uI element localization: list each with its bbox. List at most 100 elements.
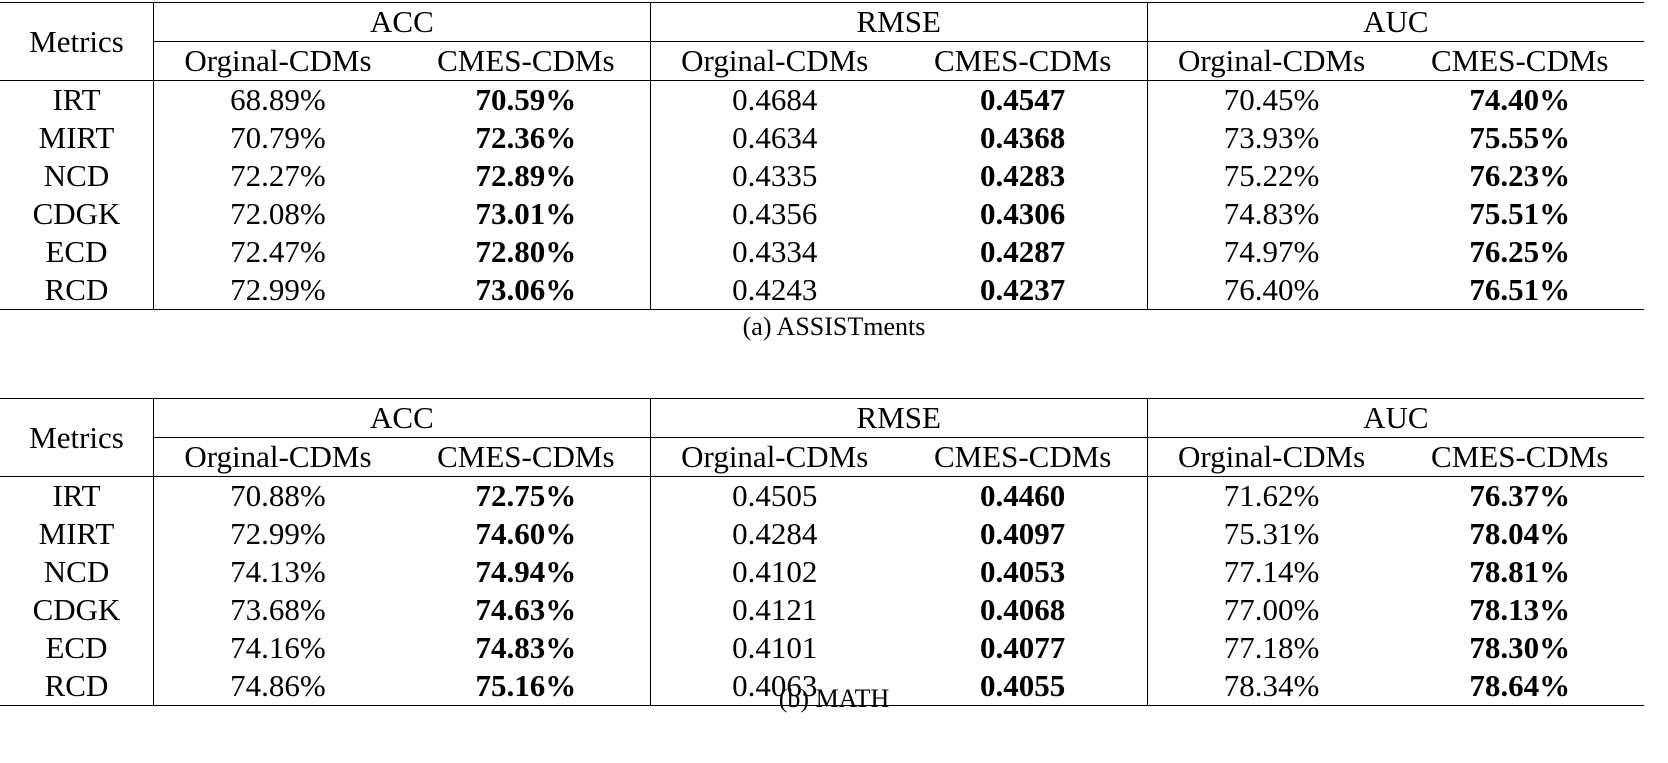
rmse-cmes-value: 0.4068	[980, 592, 1066, 627]
table-row: ECD 72.47% 72.80% 0.4334 0.4287 74.97% 7…	[0, 233, 1644, 271]
rmse-cmes-header: CMES-CDMs	[898, 41, 1148, 81]
model-name: NCD	[43, 158, 110, 193]
rmse-cmes-header: CMES-CDMs	[898, 437, 1148, 477]
acc-cmes-value: 75.16%	[401, 667, 651, 706]
acc-cmes-value: 72.89%	[475, 158, 577, 193]
acc-cmes-value: 72.80%	[475, 234, 577, 269]
table-row: CDGK 72.08% 73.01% 0.4356 0.4306 74.83% …	[0, 195, 1644, 233]
auc-cmes-value: 78.04%	[1469, 516, 1571, 551]
model-name: ECD	[45, 234, 108, 269]
auc-original-value: 70.45%	[1146, 80, 1396, 119]
acc-cmes-value: 74.83%	[475, 630, 577, 665]
auc-cmes-value: 75.51%	[1469, 196, 1571, 231]
acc-cmes-value: 74.63%	[475, 592, 577, 627]
rmse-original-value: 0.4284	[649, 515, 899, 553]
rmse-original-value: 0.4356	[649, 195, 899, 233]
table-a-body: IRT 68.89% 70.59% 0.4684 0.4547 70.45% 7…	[0, 80, 1644, 310]
acc-cmes-value: 73.01%	[475, 196, 577, 231]
acc-original-value: 68.89%	[152, 80, 402, 119]
model-name: MIRT	[38, 120, 115, 155]
acc-original-value: 74.86%	[152, 667, 402, 706]
acc-cmes-value: 72.75%	[475, 478, 577, 513]
rmse-cmes-value: 0.4077	[980, 630, 1066, 665]
rmse-original-value: 0.4335	[649, 157, 899, 195]
table-row: MIRT 70.79% 72.36% 0.4634 0.4368 73.93% …	[0, 119, 1644, 157]
table-row: IRT 68.89% 70.59% 0.4684 0.4547 70.45% 7…	[0, 80, 1644, 119]
auc-cmes-value: 74.40%	[1469, 82, 1571, 117]
table-row: NCD 72.27% 72.89% 0.4335 0.4283 75.22% 7…	[0, 157, 1644, 195]
acc-original-header: Orginal-CDMs	[152, 41, 402, 81]
table-b-container: Metrics ACC RMSE AUC Orginal-CDMs CMES-C…	[0, 398, 1668, 706]
rmse-cmes-value: 0.4547	[980, 82, 1066, 117]
rmse-cmes-value: 0.4055	[898, 667, 1148, 706]
model-name: CDGK	[32, 196, 121, 231]
metrics-header: Metrics	[0, 2, 154, 81]
auc-original-value: 74.83%	[1146, 195, 1396, 233]
rmse-group-header: RMSE	[649, 398, 1148, 438]
auc-cmes-header: CMES-CDMs	[1395, 437, 1644, 477]
rmse-original-value: 0.4505	[649, 476, 899, 515]
auc-group-header: AUC	[1146, 398, 1644, 438]
metrics-header: Metrics	[0, 398, 154, 477]
auc-cmes-value: 76.23%	[1469, 158, 1571, 193]
model-name: RCD	[0, 271, 154, 310]
table-row: ECD 74.16% 74.83% 0.4101 0.4077 77.18% 7…	[0, 629, 1644, 667]
acc-original-value: 72.99%	[152, 271, 402, 310]
auc-cmes-value: 78.81%	[1469, 554, 1571, 589]
model-name: ECD	[45, 630, 108, 665]
table-row: RCD 74.86% 75.16% 0.4063 0.4055 78.34% 7…	[0, 667, 1644, 706]
rmse-cmes-value: 0.4460	[980, 478, 1066, 513]
rmse-group-header: RMSE	[649, 2, 1148, 42]
rmse-cmes-value: 0.4283	[980, 158, 1066, 193]
auc-cmes-value: 76.25%	[1469, 234, 1571, 269]
acc-group-header: ACC	[152, 398, 651, 438]
auc-cmes-value: 75.55%	[1469, 120, 1571, 155]
results-table-assistments: Metrics ACC RMSE AUC Orginal-CDMs CMES-C…	[0, 2, 1644, 310]
table-a-container: Metrics ACC RMSE AUC Orginal-CDMs CMES-C…	[0, 2, 1668, 310]
model-name: RCD	[0, 667, 154, 706]
acc-cmes-header: CMES-CDMs	[401, 437, 651, 477]
acc-original-value: 72.47%	[152, 233, 402, 271]
table-row: RCD 72.99% 73.06% 0.4243 0.4237 76.40% 7…	[0, 271, 1644, 310]
rmse-original-value: 0.4243	[649, 271, 899, 310]
auc-original-value: 76.40%	[1146, 271, 1396, 310]
table-b-body: IRT 70.88% 72.75% 0.4505 0.4460 71.62% 7…	[0, 476, 1644, 706]
acc-original-value: 72.27%	[152, 157, 402, 195]
auc-cmes-value: 76.51%	[1395, 271, 1644, 310]
acc-original-header: Orginal-CDMs	[152, 437, 402, 477]
rmse-cmes-value: 0.4368	[980, 120, 1066, 155]
auc-group-header: AUC	[1146, 2, 1644, 42]
rmse-cmes-value: 0.4287	[980, 234, 1066, 269]
acc-cmes-header: CMES-CDMs	[401, 41, 651, 81]
acc-group-header: ACC	[152, 2, 651, 42]
auc-cmes-value: 78.13%	[1469, 592, 1571, 627]
table-row: NCD 74.13% 74.94% 0.4102 0.4053 77.14% 7…	[0, 553, 1644, 591]
auc-original-value: 77.14%	[1146, 553, 1396, 591]
table-caption-b: (b) MATH	[778, 684, 890, 713]
model-name: CDGK	[32, 592, 121, 627]
rmse-original-value: 0.4684	[649, 80, 899, 119]
auc-original-value: 75.22%	[1146, 157, 1396, 195]
rmse-original-value: 0.4102	[649, 553, 899, 591]
table-row: CDGK 73.68% 74.63% 0.4121 0.4068 77.00% …	[0, 591, 1644, 629]
auc-original-value: 71.62%	[1146, 476, 1396, 515]
auc-original-value: 77.00%	[1146, 591, 1396, 629]
auc-original-value: 74.97%	[1146, 233, 1396, 271]
auc-cmes-value: 76.37%	[1469, 478, 1571, 513]
auc-cmes-value: 78.64%	[1395, 667, 1644, 706]
acc-cmes-value: 73.06%	[401, 271, 651, 310]
rmse-original-value: 0.4063	[649, 667, 899, 706]
model-name: IRT	[52, 478, 101, 513]
acc-original-value: 74.13%	[152, 553, 402, 591]
model-name: MIRT	[38, 516, 115, 551]
rmse-original-value: 0.4121	[649, 591, 899, 629]
rmse-cmes-value: 0.4097	[980, 516, 1066, 551]
rmse-original-value: 0.4634	[649, 119, 899, 157]
rmse-cmes-value: 0.4237	[898, 271, 1148, 310]
rmse-original-header: Orginal-CDMs	[649, 41, 899, 81]
acc-original-value: 72.99%	[152, 515, 402, 553]
auc-original-value: 75.31%	[1146, 515, 1396, 553]
table-caption-a: (a) ASSISTments	[742, 312, 926, 341]
rmse-cmes-value: 0.4306	[980, 196, 1066, 231]
